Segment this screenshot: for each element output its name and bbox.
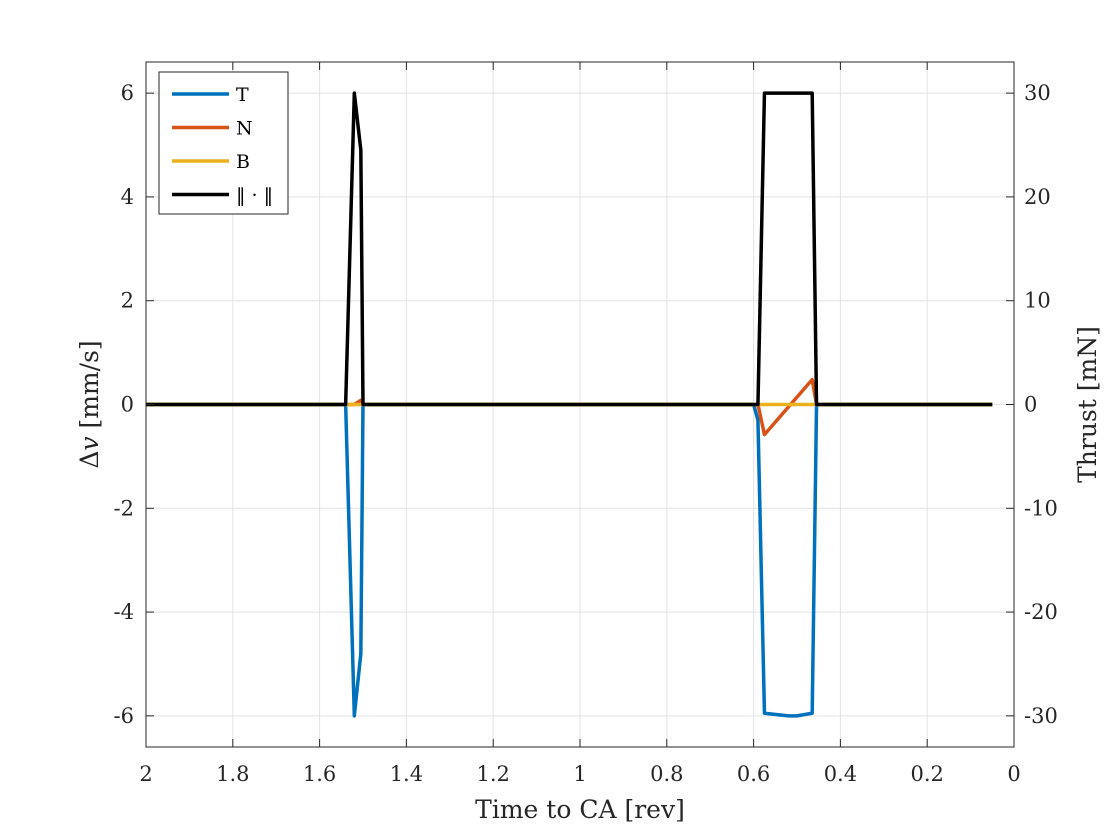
x-tick-label: 1.2 [476, 762, 509, 786]
x-tick-label: 1.6 [303, 762, 336, 786]
y-axis-left-label-prefix: Δ [75, 451, 104, 469]
legend-entry: B [236, 151, 250, 173]
y-axis-left-label-var: v [75, 436, 104, 450]
x-tick-label: 0.8 [650, 762, 683, 786]
series-line-0 [146, 402, 993, 718]
y-axis-left-label: Δv [mm/s] [75, 340, 104, 468]
x-tick-label: 0.4 [824, 762, 857, 786]
x-tick-label: 2 [139, 762, 152, 786]
y-axis-right-label: Thrust [mN] [1073, 326, 1102, 483]
legend: TNB ‖ · ‖ [158, 71, 289, 215]
y-left-tick-label: 6 [121, 81, 134, 105]
y-axis-left-label-unit: [mm/s] [75, 340, 104, 436]
y-left-tick-label: -4 [114, 600, 134, 624]
y-right-tick-label: 30 [1024, 81, 1051, 105]
y-right-tick-label: -30 [1024, 704, 1058, 728]
x-tick-label: 1.4 [390, 762, 423, 786]
y-right-tick-label: -20 [1024, 600, 1058, 624]
series-layer [146, 91, 993, 718]
y-right-tick-label: 20 [1024, 185, 1051, 209]
y-left-tick-label: 4 [121, 185, 134, 209]
x-tick-label: 0 [1007, 762, 1020, 786]
legend-entry: N [236, 118, 253, 140]
x-tick-label: 0.2 [910, 762, 943, 786]
y-right-tick-label: 10 [1024, 289, 1051, 313]
y-left-tick-label: -6 [114, 704, 134, 728]
ticks: 2 1.8 1.6 1.4 1.2 1 0.8 0.6 0.4 0.2 06420-2-4-6302… [114, 62, 1058, 786]
y-right-tick-label: 0 [1024, 393, 1037, 417]
x-tick-label: 0.6 [737, 762, 770, 786]
y-left-tick-label: 2 [121, 289, 134, 313]
series-line-1 [146, 377, 993, 437]
y-left-tick-label: 0 [121, 393, 134, 417]
y-right-tick-label: -10 [1024, 496, 1058, 520]
x-tick-label: 1.8 [216, 762, 249, 786]
legend-entry: T [236, 84, 249, 106]
x-axis-label: Time to CA [rev] [475, 795, 685, 824]
series-line-3 [146, 91, 993, 407]
y-left-tick-label: -2 [114, 496, 134, 520]
legend-entry: ‖ · ‖ [236, 185, 273, 207]
x-tick-label: 1 [573, 762, 586, 786]
